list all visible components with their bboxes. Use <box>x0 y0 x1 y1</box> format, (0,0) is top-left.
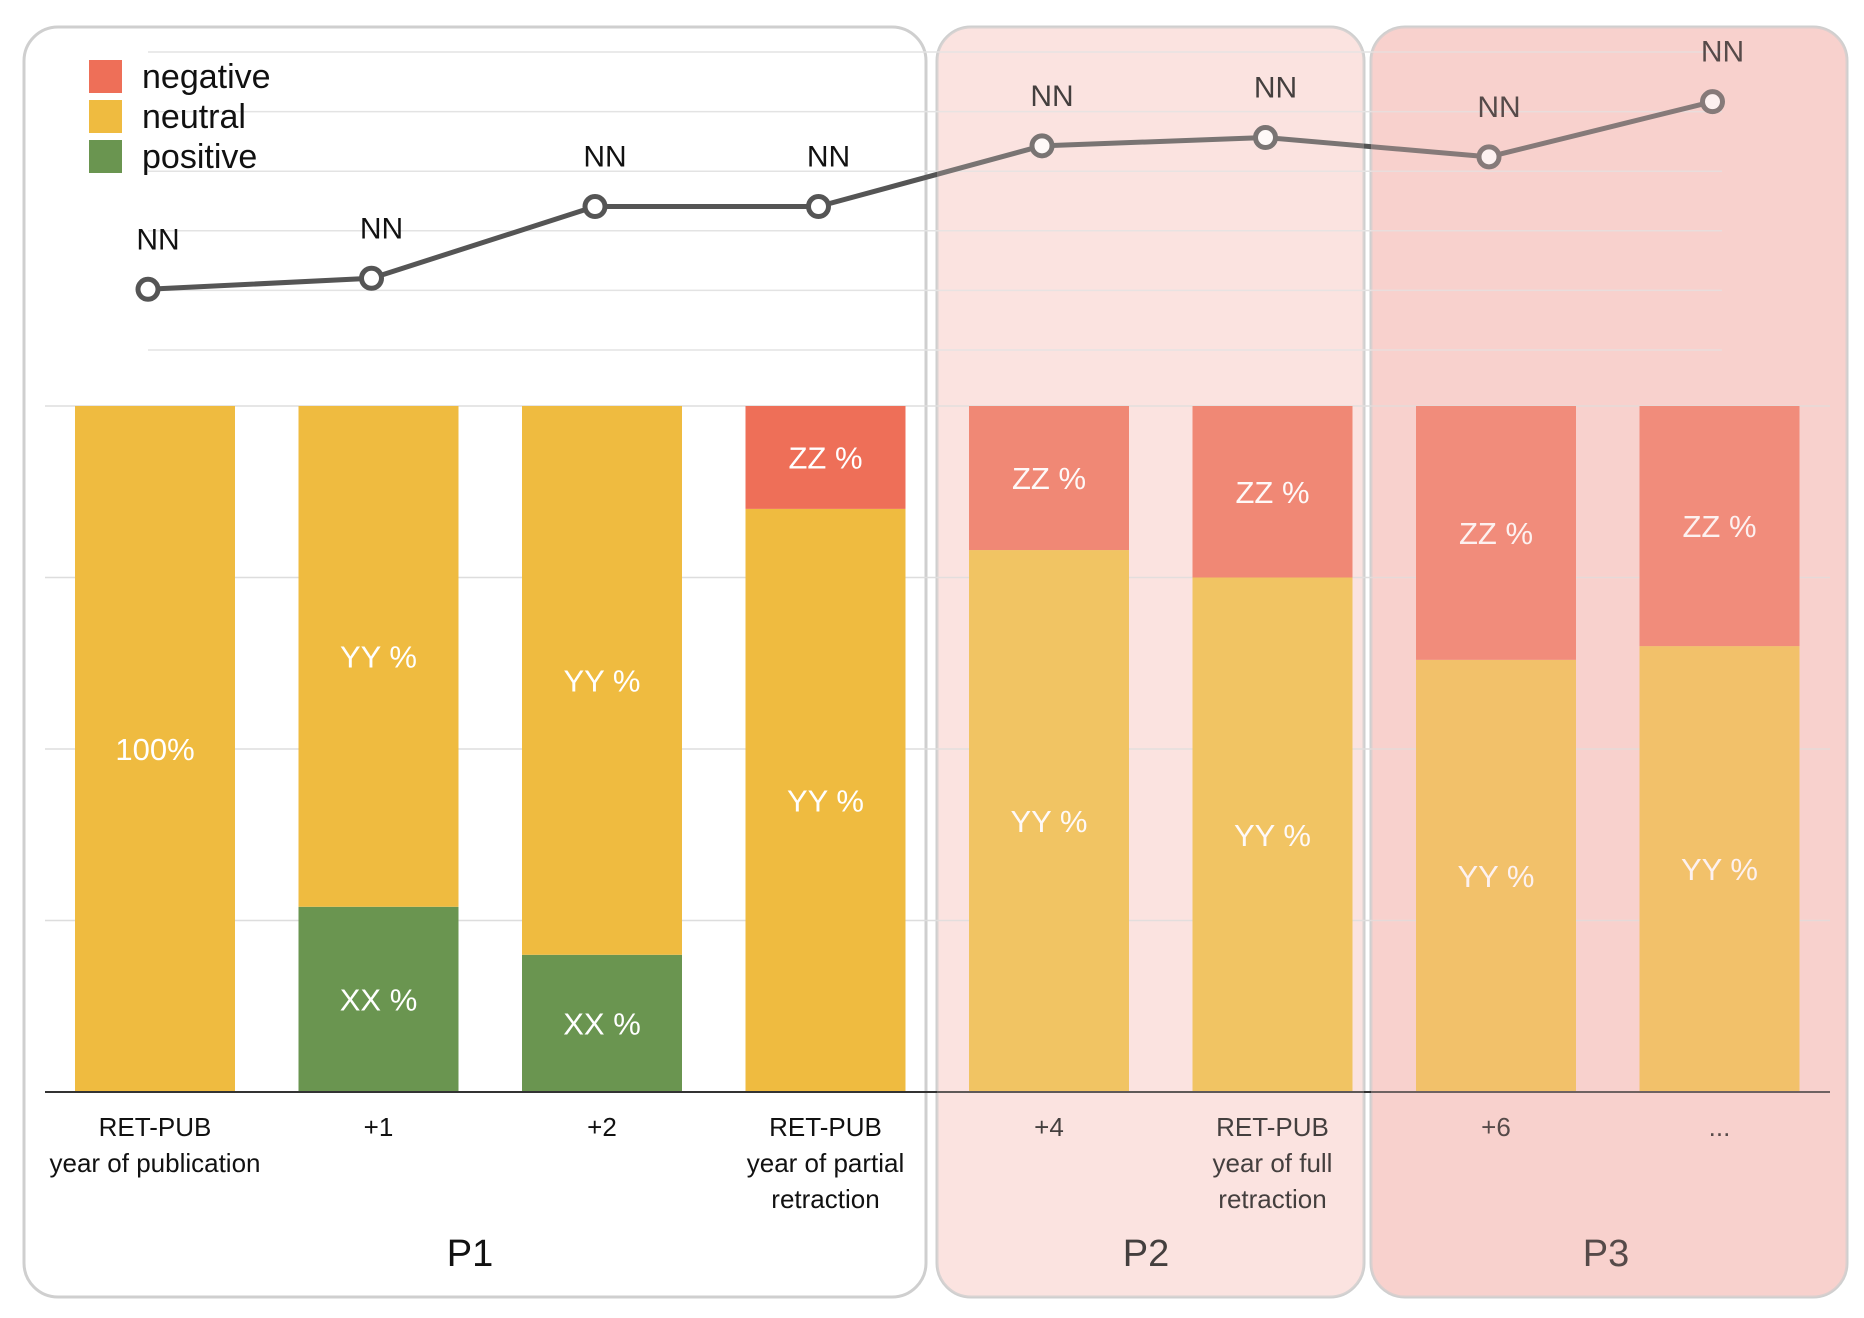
line-path <box>147 99 1714 292</box>
legend-swatch-negative <box>89 60 122 93</box>
period-labels: P1 P2 P3 <box>447 1233 1629 1275</box>
period-label-p2: P2 <box>1123 1233 1169 1275</box>
line-point-label: NN <box>1030 80 1073 113</box>
bar-segment-neutral <box>1192 577 1353 1092</box>
bar-label-neutral: 100% <box>115 732 194 767</box>
legend-label-negative: negative <box>142 58 271 96</box>
line-point <box>1253 125 1278 151</box>
category-label: +4 <box>1034 1112 1064 1142</box>
category-label: year of partial <box>747 1148 905 1178</box>
category-label: +1 <box>364 1112 394 1142</box>
bar-segment-neutral <box>1416 659 1576 1092</box>
bar-label-negative: ZZ % <box>788 440 862 475</box>
line-point <box>135 276 161 302</box>
line-point-label: NN <box>1477 91 1520 124</box>
category-label: +6 <box>1481 1112 1511 1142</box>
bar-label-negative: ZZ % <box>1012 461 1086 496</box>
bar-label-negative: ZZ % <box>1682 509 1756 544</box>
legend-swatch-positive <box>89 140 122 173</box>
line-point <box>1476 144 1502 170</box>
period-label-p1: P1 <box>447 1233 493 1275</box>
category-label: year of publication <box>49 1148 260 1178</box>
period-overlays <box>937 27 1847 1297</box>
category-label: retraction <box>771 1184 879 1214</box>
category-label: RET-PUB <box>769 1112 882 1142</box>
bar-label-neutral: YY % <box>340 639 417 674</box>
bar-segment-negative <box>745 406 906 509</box>
category-label: +2 <box>587 1112 617 1142</box>
category-label: ... <box>1709 1112 1731 1142</box>
bar-label-positive: XX % <box>340 982 418 1017</box>
category-label: RET-PUB <box>99 1112 212 1142</box>
line-series: NN NN NN NN NN NN NN NN <box>135 36 1744 302</box>
line-point-label: NN <box>1254 72 1297 105</box>
period-overlay-p2 <box>937 27 1364 1297</box>
line-point <box>359 265 384 291</box>
bar-segment-neutral <box>1639 646 1800 1092</box>
bar-segment-positive <box>298 906 459 1092</box>
legend-label-neutral: neutral <box>142 98 246 136</box>
period-label-p3: P3 <box>1583 1233 1629 1275</box>
bar-label-neutral: YY % <box>787 783 864 818</box>
line-point-label: NN <box>360 212 403 245</box>
line-point <box>806 194 831 220</box>
bar-segment-neutral <box>298 406 459 907</box>
bar-label-neutral: YY % <box>564 663 641 698</box>
bar-segment-neutral <box>969 550 1129 1092</box>
line-point <box>1700 89 1725 115</box>
bar-segment-neutral <box>745 508 906 1092</box>
legend-swatch-neutral <box>89 100 122 133</box>
bar-label-neutral: YY % <box>1011 804 1088 839</box>
period-overlay-p3 <box>1371 27 1847 1297</box>
bar-segment-negative <box>1192 406 1353 578</box>
category-label: year of full <box>1213 1148 1333 1178</box>
line-point-label: NN <box>136 223 179 256</box>
bar-label-neutral: YY % <box>1681 852 1758 887</box>
bar-label-neutral: YY % <box>1234 818 1311 853</box>
bars <box>75 406 1800 1092</box>
bar-label-positive: XX % <box>563 1006 641 1041</box>
bar-label-negative: ZZ % <box>1235 475 1309 510</box>
bar-segment-negative <box>1639 406 1800 647</box>
bar-segment-negative <box>969 406 1129 551</box>
category-label: RET-PUB <box>1216 1112 1329 1142</box>
bar-label-negative: ZZ % <box>1459 516 1533 551</box>
line-point-label: NN <box>1701 36 1744 69</box>
category-labels: RET-PUB year of publication +1 +2 RET-PUB yea… <box>49 1112 1730 1214</box>
legend-label-positive: positive <box>142 138 257 176</box>
bar-segment-neutral <box>75 406 235 1092</box>
period-box-p1 <box>22 25 928 1299</box>
line-point-label: NN <box>583 141 626 174</box>
bar-segment-positive <box>522 954 682 1092</box>
line-point <box>582 194 608 220</box>
bar-segment-neutral <box>522 406 682 955</box>
bar-segment-negative <box>1416 406 1576 660</box>
bar-labels: 100% XX % YY % XX % YY % YY % ZZ % YY % ZZ % YY %… <box>115 440 1758 1041</box>
line-point <box>1029 133 1055 159</box>
category-label: retraction <box>1218 1184 1326 1214</box>
bar-label-neutral: YY % <box>1458 859 1535 894</box>
line-point-label: NN <box>807 141 850 174</box>
